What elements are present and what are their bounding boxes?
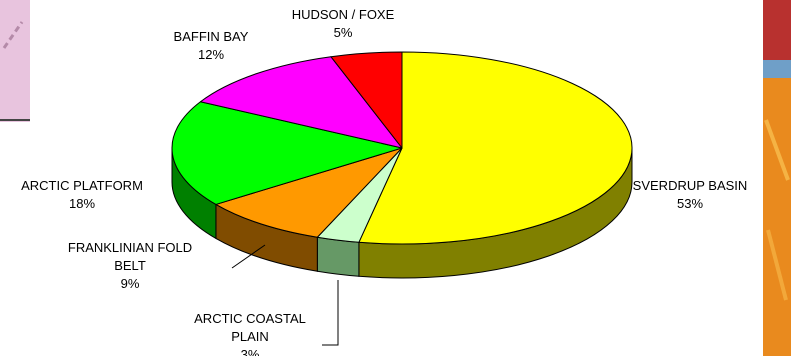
right-strip-accent-2: [766, 229, 788, 301]
data-label-arctic-platform: ARCTIC PLATFORM 18%: [21, 178, 143, 211]
pie-slice-arctic-platform: [171, 101, 403, 205]
pie-side-arctic-coastal-plain: [316, 236, 360, 277]
label-percent: 5%: [334, 25, 353, 40]
label-name-line: HUDSON / FOXE: [292, 7, 395, 22]
data-label-hudson-foxe: HUDSON / FOXE 5%: [292, 7, 395, 40]
pie-slice-baffin-bay: [199, 56, 403, 149]
label-name-line: SVERDRUP BASIN: [633, 178, 748, 193]
pie-slice-sverdrup-basin: [358, 51, 633, 245]
right-red-strip: [763, 0, 791, 60]
right-blue-strip: [763, 60, 791, 78]
left-pink-panel: [0, 0, 30, 122]
label-name-line: FRANKLINIAN FOLD: [68, 240, 192, 255]
data-label-arctic-coastal-plain: ARCTIC COASTAL PLAIN 3%: [194, 311, 306, 356]
pie-layer: [171, 51, 633, 279]
label-percent: 3%: [241, 347, 260, 356]
data-label-sverdrup-basin: SVERDRUP BASIN 53%: [633, 178, 748, 211]
label-percent: 53%: [677, 196, 703, 211]
leader-line-arctic-coastal-plain: [322, 280, 339, 346]
label-name-line: PLAIN: [231, 329, 269, 344]
left-panel-diagonal: [2, 21, 24, 49]
pie-slice-hudson-foxe: [330, 51, 403, 149]
pie-slice-franklinian-fold-belt: [215, 147, 403, 238]
label-percent: 9%: [121, 276, 140, 291]
label-name-line: ARCTIC PLATFORM: [21, 178, 143, 193]
data-labels: SVERDRUP BASIN 53% ARCTIC COASTAL PLAIN 3% FR…: [21, 7, 747, 356]
leader-line-franklinian-fold-belt: [231, 244, 266, 269]
right-strip-accent: [764, 119, 790, 181]
data-label-franklinian-fold-belt: FRANKLINIAN FOLD BELT 9%: [68, 240, 192, 291]
data-label-baffin-bay: BAFFIN BAY 12%: [174, 29, 249, 62]
leader-lines: [231, 244, 339, 346]
label-name-line: ARCTIC COASTAL: [194, 311, 306, 326]
label-percent: 12%: [198, 47, 224, 62]
label-name-line: BAFFIN BAY: [174, 29, 249, 44]
label-name-line: BELT: [114, 258, 146, 273]
label-percent: 18%: [69, 196, 95, 211]
